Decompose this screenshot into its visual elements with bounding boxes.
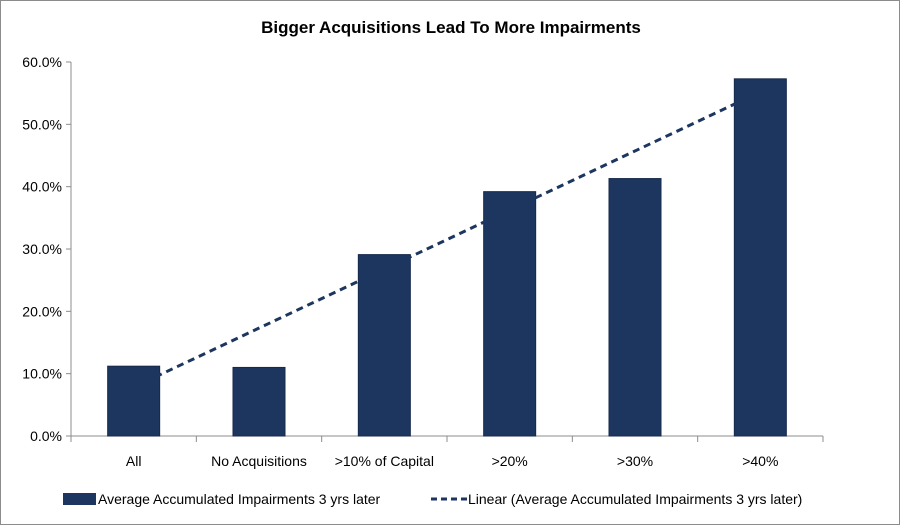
bar: [107, 365, 161, 437]
bar: [483, 191, 537, 437]
trendline: [133, 90, 761, 389]
x-tick-label: >30%: [617, 453, 653, 469]
bar: [608, 178, 662, 437]
x-tick-label: No Acquisitions: [211, 453, 307, 469]
chart-title: Bigger Acquisitions Lead To More Impairm…: [261, 18, 641, 37]
y-tick-label: 10.0%: [22, 366, 62, 382]
bar: [733, 78, 787, 437]
y-tick-label: 0.0%: [30, 428, 62, 444]
y-axis: 0.0% 10.0% 20.0% 30.0% 40.0% 50.0% 60.0%: [22, 54, 72, 444]
x-tick-label: >20%: [492, 453, 528, 469]
bar-series: [107, 78, 787, 437]
x-tick-label: >10% of Capital: [335, 453, 434, 469]
legend-label-trendline: Linear (Average Accumulated Impairments …: [468, 491, 802, 507]
legend-swatch-bars: [63, 493, 96, 505]
y-tick-label: 30.0%: [22, 241, 62, 257]
y-tick-label: 20.0%: [22, 303, 62, 319]
x-axis: All No Acquisitions >10% of Capital >20% >30…: [70, 435, 824, 469]
bar: [232, 366, 286, 437]
x-tick-label: >40%: [742, 453, 778, 469]
y-tick-label: 40.0%: [22, 179, 62, 195]
bar: [357, 254, 411, 437]
x-tick-label: All: [126, 453, 142, 469]
legend-label-bars: Average Accumulated Impairments 3 yrs la…: [98, 491, 381, 507]
legend: Average Accumulated Impairments 3 yrs la…: [63, 491, 802, 507]
y-tick-label: 60.0%: [22, 54, 62, 70]
trendline-path: [133, 90, 761, 389]
y-tick-label: 50.0%: [22, 116, 62, 132]
